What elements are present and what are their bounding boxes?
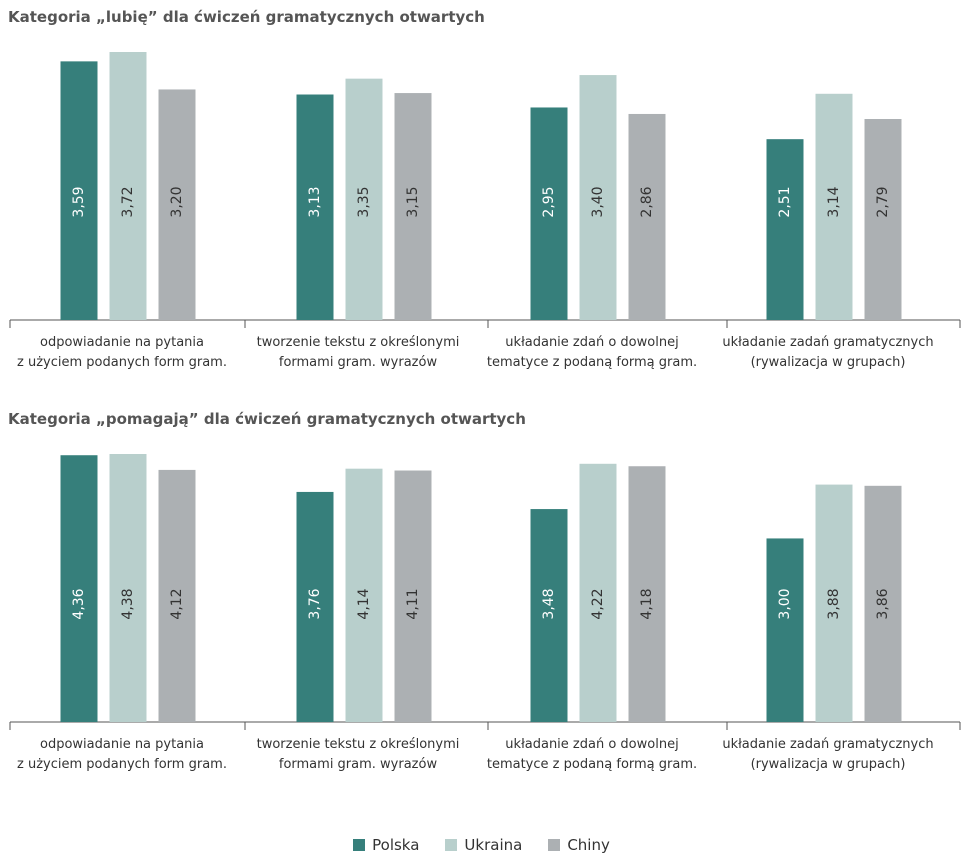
bar-ukraina-1 bbox=[345, 78, 383, 320]
bar-chiny-3 bbox=[864, 485, 902, 722]
category-label: układanie zdań o dowolnej bbox=[505, 335, 678, 350]
category-label: odpowiadanie na pytania bbox=[40, 737, 204, 752]
bar-value-label: 4,36 bbox=[71, 588, 87, 619]
category-label: tworzenie tekstu z określonymi bbox=[257, 737, 460, 752]
category-label: formami gram. wyrazów bbox=[279, 757, 438, 772]
bar-chiny-0 bbox=[158, 469, 196, 722]
bar-polska-2 bbox=[530, 107, 568, 321]
bar-value-label: 3,14 bbox=[826, 186, 842, 217]
bar-value-label: 3,00 bbox=[777, 588, 793, 619]
bar-chiny-1 bbox=[394, 470, 432, 722]
bar-value-label: 2,51 bbox=[777, 186, 793, 217]
bar-polska-1 bbox=[296, 94, 334, 321]
bar-chiny-2 bbox=[628, 466, 666, 722]
category-label: formami gram. wyrazów bbox=[279, 355, 438, 370]
chart-title-lubie: Kategoria „lubię” dla ćwiczeń gramatyczn… bbox=[8, 8, 485, 26]
bar-ukraina-0 bbox=[109, 454, 147, 722]
bar-value-label: 3,13 bbox=[307, 186, 323, 217]
bar-ukraina-3 bbox=[815, 484, 853, 722]
bar-value-label: 2,95 bbox=[541, 186, 557, 217]
bar-polska-1 bbox=[296, 491, 334, 722]
legend-swatch-ukraina bbox=[445, 839, 458, 851]
bar-value-label: 4,11 bbox=[405, 588, 421, 619]
category-label: z użyciem podanych form gram. bbox=[17, 355, 227, 370]
bar-polska-0 bbox=[60, 61, 98, 320]
bar-value-label: 3,48 bbox=[541, 588, 557, 619]
bar-value-label: 4,22 bbox=[590, 588, 606, 619]
legend-label-ukraina: Ukraina bbox=[464, 836, 523, 854]
bar-polska-3 bbox=[766, 538, 804, 722]
bar-ukraina-3 bbox=[815, 93, 853, 320]
chart-title-pomagaja: Kategoria „pomagają” dla ćwiczeń gramaty… bbox=[8, 410, 526, 428]
bar-value-label: 4,18 bbox=[639, 588, 655, 619]
bar-value-label: 3,72 bbox=[120, 186, 136, 217]
bar-polska-0 bbox=[60, 455, 98, 722]
bar-value-label: 4,12 bbox=[169, 588, 185, 619]
bar-value-label: 3,86 bbox=[875, 588, 891, 619]
bar-chiny-1 bbox=[394, 93, 432, 320]
legend: Polska Ukraina Chiny bbox=[0, 836, 963, 854]
category-label: tematyce z podaną formą gram. bbox=[487, 355, 697, 370]
category-label: tematyce z podaną formą gram. bbox=[487, 757, 697, 772]
bar-value-label: 4,14 bbox=[356, 588, 372, 619]
category-label: (rywalizacja w grupach) bbox=[751, 355, 906, 370]
bar-ukraina-0 bbox=[109, 52, 147, 320]
legend-item-ukraina: Ukraina bbox=[445, 836, 522, 854]
bar-value-label: 3,76 bbox=[307, 588, 323, 619]
bar-value-label: 4,38 bbox=[120, 588, 136, 619]
bar-ukraina-2 bbox=[579, 463, 617, 722]
legend-swatch-polska bbox=[353, 839, 366, 851]
bar-polska-2 bbox=[530, 509, 568, 722]
legend-item-polska: Polska bbox=[353, 836, 419, 854]
bar-value-label: 3,20 bbox=[169, 186, 185, 217]
category-label: układanie zadań gramatycznych bbox=[722, 737, 933, 752]
category-label: tworzenie tekstu z określonymi bbox=[257, 335, 460, 350]
category-label: układanie zdań o dowolnej bbox=[505, 737, 678, 752]
bar-value-label: 3,88 bbox=[826, 588, 842, 619]
bar-ukraina-1 bbox=[345, 468, 383, 722]
bar-value-label: 2,79 bbox=[875, 186, 891, 217]
legend-label-polska: Polska bbox=[372, 836, 420, 854]
category-label: odpowiadanie na pytania bbox=[40, 335, 204, 350]
category-label: z użyciem podanych form gram. bbox=[17, 757, 227, 772]
bar-chiny-0 bbox=[158, 89, 196, 320]
bar-ukraina-2 bbox=[579, 75, 617, 320]
bar-chart-pomagaja: 4,36 3,76 3,48 3,00 4,38 4,14 4,22 3,88 4,12 4,11… bbox=[9, 454, 961, 772]
category-label: układanie zadań gramatycznych bbox=[722, 335, 933, 350]
category-label: (rywalizacja w grupach) bbox=[751, 757, 906, 772]
bar-value-label: 3,35 bbox=[356, 186, 372, 217]
bar-polska-3 bbox=[766, 139, 804, 320]
bar-chiny-2 bbox=[628, 113, 666, 320]
legend-label-chiny: Chiny bbox=[567, 836, 610, 854]
legend-swatch-chiny bbox=[548, 839, 561, 851]
bar-value-label: 2,86 bbox=[639, 186, 655, 217]
bar-chart-lubie: 3,59 3,13 2,95 2,51 3,72 3,35 3,40 3,14 3,20 3,15… bbox=[9, 52, 961, 370]
bar-value-label: 3,59 bbox=[71, 186, 87, 217]
bar-chiny-3 bbox=[864, 119, 902, 320]
bar-value-label: 3,40 bbox=[590, 186, 606, 217]
bar-value-label: 3,15 bbox=[405, 186, 421, 217]
legend-item-chiny: Chiny bbox=[548, 836, 610, 854]
